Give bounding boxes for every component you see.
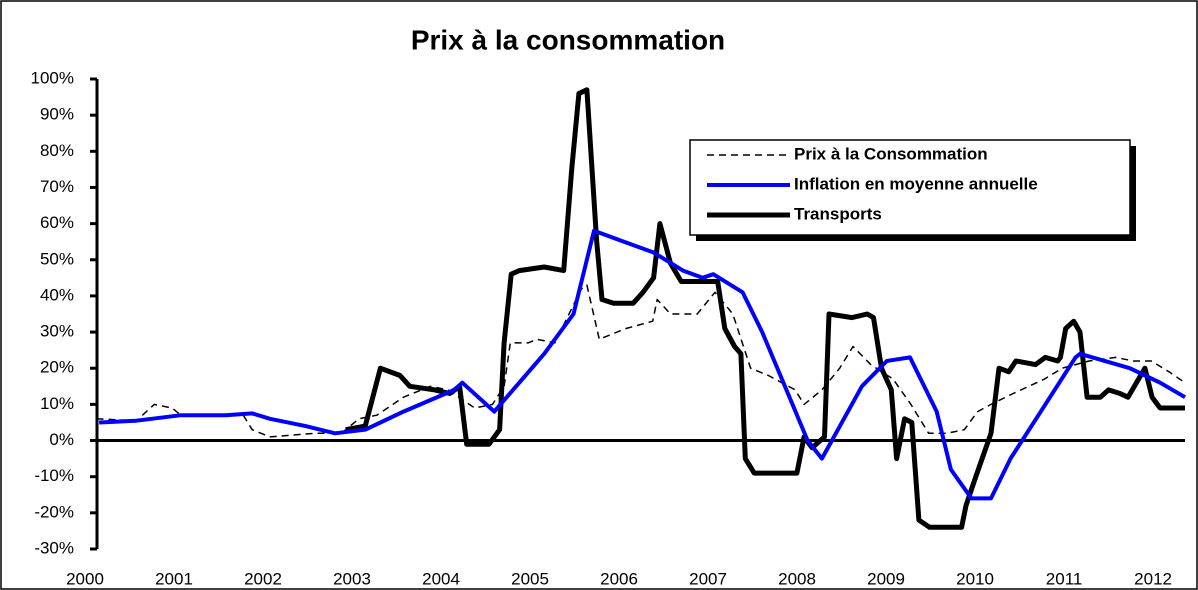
y-tick-label: 90% bbox=[40, 105, 74, 124]
y-tick-label: 70% bbox=[40, 177, 74, 196]
series-line bbox=[345, 87, 1185, 530]
x-tick-label: 2000 bbox=[66, 569, 104, 588]
chart-title: Prix à la consommation bbox=[411, 24, 725, 55]
x-tick-label: 2008 bbox=[778, 569, 816, 588]
x-tick-label: 2003 bbox=[333, 569, 371, 588]
x-tick-label: 2006 bbox=[600, 569, 638, 588]
x-tick-label: 2012 bbox=[1134, 569, 1172, 588]
series-line bbox=[99, 228, 1187, 501]
y-tick-label: 80% bbox=[40, 141, 74, 160]
legend-label: Inflation en moyenne annuelle bbox=[794, 174, 1038, 193]
legend-label: Prix à la Consommation bbox=[794, 144, 988, 163]
y-tick-label: 0% bbox=[49, 430, 74, 449]
y-tick-label: 20% bbox=[40, 358, 74, 377]
x-tick-label: 2007 bbox=[689, 569, 727, 588]
x-tick-label: 2004 bbox=[422, 569, 460, 588]
x-tick-label: 2009 bbox=[867, 569, 905, 588]
legend-box bbox=[689, 139, 1131, 236]
x-tick-label: 2010 bbox=[956, 569, 994, 588]
x-tick-label: 2001 bbox=[155, 569, 193, 588]
y-tick-label: -10% bbox=[34, 466, 74, 485]
y-tick-label: -30% bbox=[34, 538, 74, 557]
x-tick-label: 2005 bbox=[511, 569, 549, 588]
x-tick-label: 2002 bbox=[244, 569, 282, 588]
y-tick-label: 60% bbox=[40, 213, 74, 232]
y-tick-label: 10% bbox=[40, 394, 74, 413]
x-tick-label: 2011 bbox=[1046, 569, 1083, 588]
y-tick-label: -20% bbox=[34, 502, 74, 521]
legend-label: Transports bbox=[794, 204, 882, 223]
series-line bbox=[96, 284, 1186, 438]
y-tick-label: 50% bbox=[40, 249, 74, 268]
legend: Prix à la Consommation Inflation en moyen… bbox=[689, 139, 1136, 241]
y-tick-label: 30% bbox=[40, 322, 74, 341]
y-tick-label: 40% bbox=[40, 285, 74, 304]
y-tick-label: 100% bbox=[31, 68, 74, 87]
